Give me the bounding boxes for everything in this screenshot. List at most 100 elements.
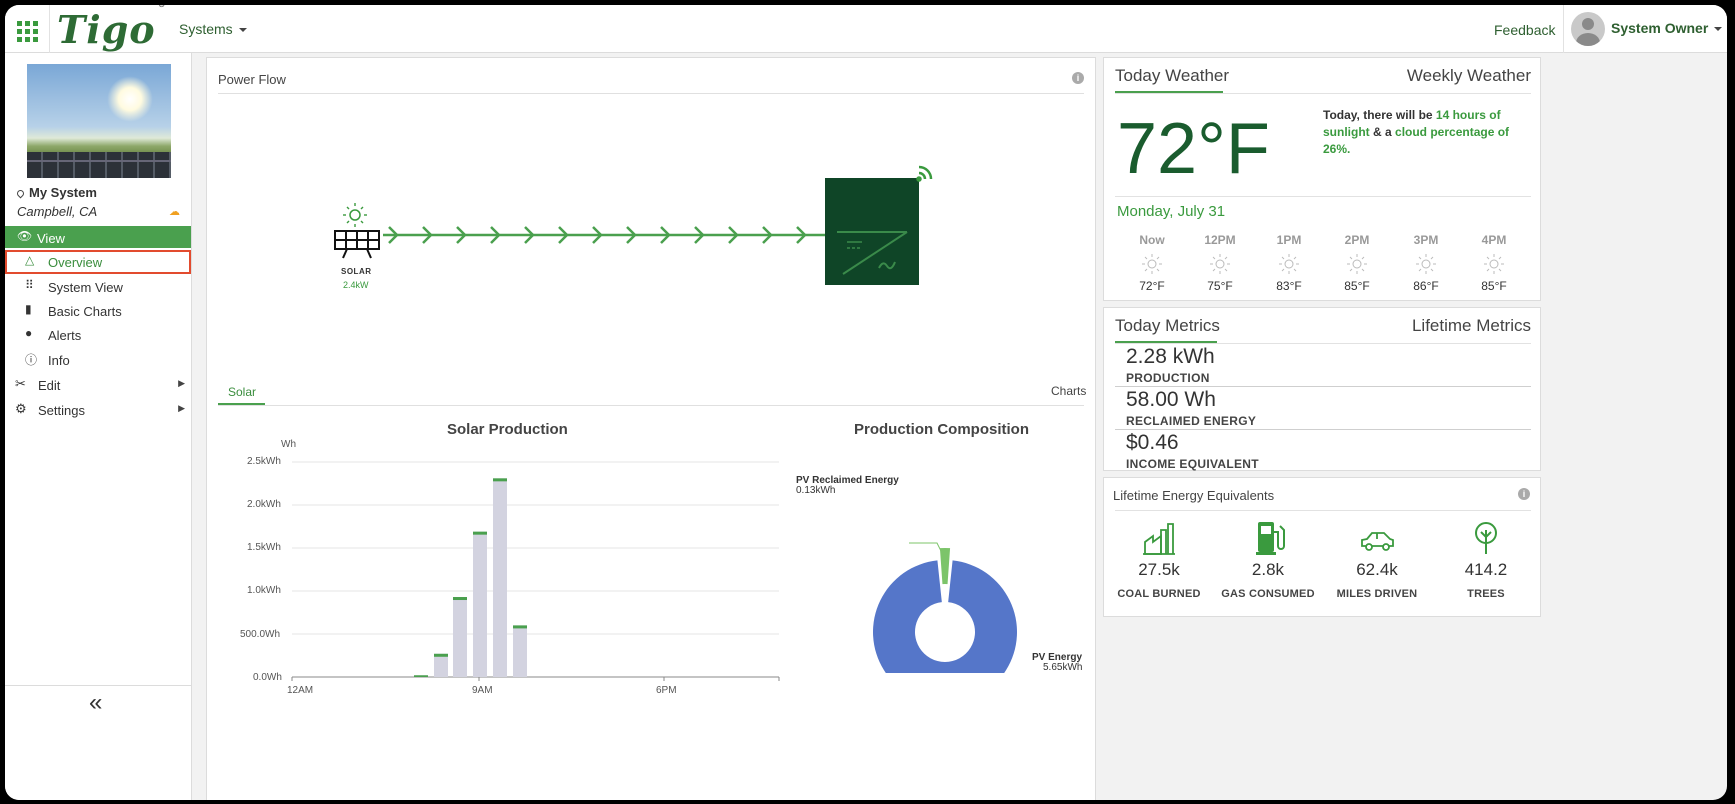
miles-driven: 62.4k MILES DRIVEN bbox=[1322, 520, 1432, 600]
tab-lifetime-metrics[interactable]: Lifetime Metrics bbox=[1411, 316, 1531, 335]
reclaimed-value: 0.13kWh bbox=[796, 485, 836, 496]
y-tick-label: 2.5kWh bbox=[247, 456, 281, 467]
tab-weekly-weather[interactable]: Weekly Weather bbox=[1406, 66, 1531, 85]
chart-title: Solar Production bbox=[447, 421, 568, 438]
caret-down-icon bbox=[1714, 27, 1723, 32]
top-bar: Tigo® Systems Feedback System Owner bbox=[5, 5, 1727, 53]
tab-underline bbox=[1115, 91, 1223, 93]
solar-production-chart bbox=[291, 461, 780, 681]
info-icon[interactable]: i bbox=[1518, 488, 1530, 500]
divider bbox=[49, 5, 50, 53]
flow-arrow bbox=[524, 226, 535, 244]
divider bbox=[5, 685, 191, 686]
pv-energy-slice[interactable] bbox=[873, 560, 1017, 673]
pv-energy-label: PV Energy bbox=[1032, 652, 1083, 663]
bar-cap bbox=[513, 625, 527, 629]
gas-pump-icon bbox=[1256, 522, 1285, 555]
bar[interactable] bbox=[453, 597, 467, 677]
flow-arrow bbox=[490, 226, 501, 244]
avatar[interactable] bbox=[1571, 12, 1605, 46]
y-tick-label: 2.0kWh bbox=[247, 499, 281, 510]
y-tick-label: 1.5kWh bbox=[247, 542, 281, 553]
hour-temperature: 72°F bbox=[1139, 279, 1165, 293]
hour-label: 4PM bbox=[1481, 233, 1507, 247]
nav-view-header[interactable]: 👁 View bbox=[5, 226, 191, 248]
location-pin-icon bbox=[15, 188, 26, 199]
sun-icon bbox=[1142, 254, 1162, 274]
bar-cap bbox=[414, 675, 428, 677]
inverter-box bbox=[825, 178, 919, 285]
reclaimed-energy-label: RECLAIMED ENERGY bbox=[1126, 414, 1257, 428]
gear-icon: ⚙ bbox=[15, 401, 27, 416]
production-value: 2.28 kWh bbox=[1126, 345, 1215, 368]
tab-today-weather[interactable]: Today Weather bbox=[1115, 66, 1230, 85]
energy-equivalents-card: Lifetime Energy Equivalents i 27.5k COAL… bbox=[1103, 477, 1541, 617]
hourly-forecast-item: 4PM 85°F bbox=[1469, 233, 1519, 293]
hour-label: 1PM bbox=[1276, 233, 1302, 247]
bar[interactable] bbox=[434, 653, 448, 677]
sun-icon bbox=[1347, 254, 1367, 274]
reclaimed-slice[interactable] bbox=[939, 548, 951, 585]
hour-temperature: 85°F bbox=[1481, 279, 1507, 293]
sun-icon bbox=[1210, 254, 1230, 274]
collapse-sidebar-button[interactable]: « bbox=[89, 689, 103, 716]
info-icon[interactable]: i bbox=[1072, 72, 1084, 84]
grid-icon: ⠿ bbox=[25, 278, 34, 292]
hour-label: 2PM bbox=[1344, 233, 1370, 247]
divider bbox=[1115, 429, 1531, 430]
bar-chart-icon: ▮ bbox=[25, 302, 32, 316]
trees: 414.2 TREES bbox=[1431, 520, 1541, 600]
divider bbox=[218, 405, 1084, 406]
divider bbox=[1115, 93, 1531, 94]
caret-down-icon bbox=[238, 28, 247, 33]
pv-energy-value: 5.65kWh bbox=[1043, 662, 1083, 673]
hourly-forecast-item: 3PM 86°F bbox=[1401, 233, 1451, 293]
bar[interactable] bbox=[473, 531, 487, 677]
bar-cap bbox=[434, 653, 448, 657]
y-tick-label: 500.0Wh bbox=[240, 629, 281, 640]
user-menu[interactable]: System Owner bbox=[1611, 20, 1723, 36]
bar[interactable] bbox=[493, 478, 507, 677]
systems-menu[interactable]: Systems bbox=[179, 21, 247, 37]
card-title: Power Flow bbox=[218, 72, 286, 87]
tab-underline bbox=[218, 403, 265, 405]
hourly-forecast-item: 12PM 75°F bbox=[1195, 233, 1245, 293]
reclaimed-energy-value: 58.00 Wh bbox=[1126, 388, 1216, 411]
metrics-card: Today Metrics Lifetime Metrics 2.28 kWh … bbox=[1103, 307, 1541, 471]
flow-arrow bbox=[694, 226, 705, 244]
flow-arrow bbox=[660, 226, 671, 244]
tree-icon bbox=[1475, 522, 1497, 554]
tab-today-metrics[interactable]: Today Metrics bbox=[1115, 316, 1220, 335]
sidebar-item-settings[interactable]: ⚙ Settings ▶ bbox=[15, 401, 185, 418]
bar[interactable] bbox=[513, 625, 527, 677]
reclaimed-leader-line bbox=[909, 542, 943, 554]
hourly-forecast-item: 1PM 83°F bbox=[1264, 233, 1314, 293]
sidebar: My System Campbell, CA ☁ 👁 View △ Overvi… bbox=[5, 53, 192, 800]
power-flow-diagram bbox=[334, 165, 933, 285]
weather-description: Today, there will be 14 hours of sunligh… bbox=[1323, 108, 1510, 156]
sidebar-item-edit[interactable]: ✂ Edit ▶ bbox=[15, 376, 185, 393]
sidebar-item-system-view[interactable]: ⠿ System View bbox=[25, 278, 123, 295]
sidebar-item-overview[interactable]: △ Overview bbox=[5, 250, 191, 274]
feedback-link[interactable]: Feedback bbox=[1494, 22, 1556, 38]
tab-solar[interactable]: Solar bbox=[228, 385, 257, 399]
system-location: Campbell, CA bbox=[17, 204, 98, 219]
solar-panel-icon bbox=[334, 230, 380, 259]
income-equivalent-label: INCOME EQUIVALENT bbox=[1126, 457, 1259, 471]
tigo-logo[interactable]: Tigo® bbox=[57, 5, 166, 52]
apps-grid-icon[interactable] bbox=[13, 17, 41, 45]
income-equivalent-value: $0.46 bbox=[1126, 431, 1179, 454]
solar-value: 2.4kW bbox=[343, 280, 369, 290]
divider bbox=[1115, 196, 1531, 197]
tab-charts[interactable]: Charts bbox=[1051, 384, 1087, 398]
bar-cap bbox=[473, 531, 487, 535]
sidebar-item-basic-charts[interactable]: ▮ Basic Charts bbox=[25, 302, 122, 319]
sidebar-item-alerts[interactable]: ● Alerts bbox=[25, 326, 82, 343]
info-icon: ⓘ bbox=[25, 353, 38, 367]
hour-temperature: 75°F bbox=[1207, 279, 1233, 293]
weather-card: Today Weather Weekly Weather 72°F Today,… bbox=[1103, 57, 1541, 301]
sidebar-item-info[interactable]: ⓘ Info bbox=[25, 353, 70, 368]
bar-cap bbox=[493, 478, 507, 482]
hourly-forecast-item: Now 72°F bbox=[1127, 233, 1177, 293]
divider bbox=[1115, 386, 1531, 387]
